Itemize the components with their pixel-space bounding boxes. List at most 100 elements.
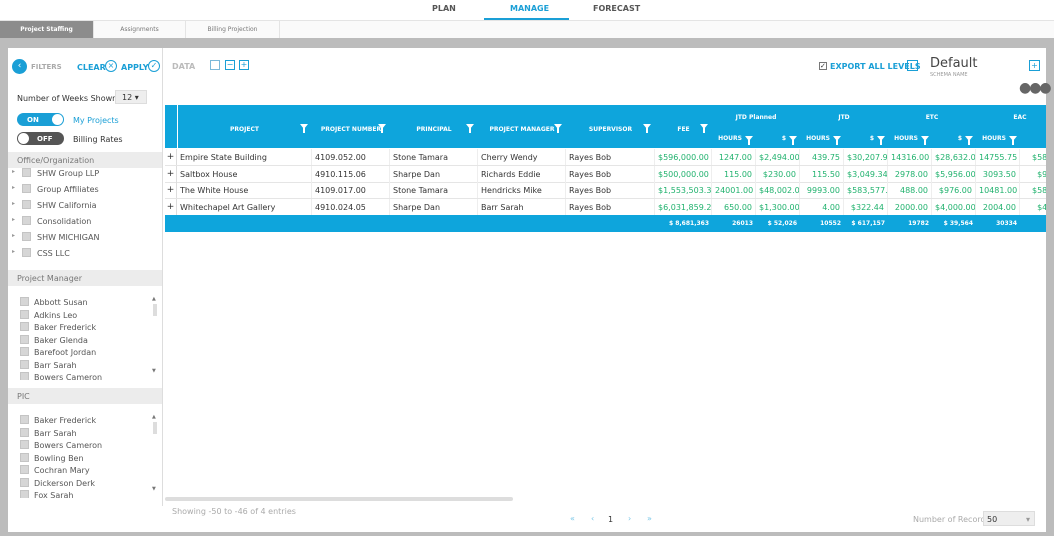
column-header[interactable]: SUPERVISOR (566, 124, 655, 133)
more-menu[interactable]: ●●● (1019, 80, 1052, 96)
table-cell: 3093.50 (976, 165, 1020, 182)
checkbox[interactable] (20, 427, 29, 437)
subtab[interactable]: Billing Projection (186, 21, 280, 38)
expand-arrow[interactable]: ▸ (12, 200, 16, 207)
column-header[interactable]: PROJECT MANAGER (478, 124, 566, 133)
toggle-switch[interactable]: ON (17, 113, 64, 126)
filter-icon[interactable] (643, 124, 651, 133)
clear-button[interactable]: CLEAR (77, 63, 106, 72)
filter-icon[interactable] (1009, 136, 1017, 145)
checkbox[interactable] (22, 184, 31, 193)
collapse-icon[interactable]: − (225, 60, 235, 70)
expand-arrow[interactable]: ▸ (12, 184, 16, 191)
row-expand[interactable]: + (165, 149, 177, 165)
table-cell: $2,494.00 (756, 149, 800, 165)
weeks-select[interactable]: 12 ▾ (115, 90, 147, 104)
back-button[interactable]: ‹ (12, 59, 27, 74)
filter-icon[interactable] (877, 136, 885, 145)
filter-icon[interactable] (378, 124, 386, 133)
subtab[interactable]: Project Staffing (0, 21, 94, 38)
row-expand[interactable]: + (165, 165, 177, 182)
checkbox[interactable] (20, 440, 29, 449)
column-header[interactable]: PRINCIPAL (390, 124, 478, 133)
checkbox[interactable] (22, 248, 31, 257)
save-icon[interactable] (210, 60, 220, 70)
table-cell: 9993.00 (800, 182, 844, 198)
filter-icon[interactable] (700, 124, 708, 133)
checkbox[interactable] (20, 490, 29, 498)
checkbox[interactable] (22, 200, 31, 209)
records-select[interactable]: 50 ▾ (983, 511, 1035, 526)
add-icon[interactable]: + (1029, 60, 1040, 71)
filter-item: Fox Sarah (34, 491, 74, 498)
filter-icon[interactable] (921, 136, 929, 145)
export-icon[interactable] (907, 60, 918, 71)
checkbox[interactable] (20, 359, 29, 369)
group-label: ETC (925, 114, 939, 121)
checkbox[interactable] (20, 309, 29, 319)
toggle-switch[interactable]: OFF (17, 132, 64, 145)
checkbox[interactable] (20, 465, 29, 474)
scroll-down: ▼ (152, 486, 156, 492)
export-checkbox[interactable]: ✓ (819, 62, 827, 70)
current-page[interactable]: 1 (608, 515, 614, 524)
table-cell: 24001.00 (712, 182, 756, 198)
checkbox[interactable] (20, 452, 29, 462)
expand-icon[interactable]: + (239, 60, 249, 70)
expand-arrow[interactable]: ▸ (12, 232, 16, 239)
table-cell: $976.00 (932, 182, 976, 198)
checkbox[interactable] (20, 334, 29, 344)
checkbox[interactable] (22, 168, 31, 177)
apply-button[interactable]: APPLY (121, 63, 149, 72)
expand-arrow[interactable]: ▸ (12, 248, 16, 255)
filter-icon[interactable] (965, 136, 973, 145)
row-expand[interactable]: + (165, 198, 177, 215)
filter-icon[interactable] (466, 124, 474, 133)
checkbox[interactable] (20, 297, 29, 306)
expand-arrow[interactable]: ▸ (12, 168, 16, 175)
first-page[interactable]: « (570, 514, 575, 523)
data-table: PROJECT PROJECT NUMBER PRINCIPAL PROJECT MA… (165, 105, 1046, 235)
total-cell: $ 65 (1020, 220, 1046, 227)
toggle-label: Billing Rates (73, 135, 123, 144)
expand-arrow[interactable]: ▸ (12, 216, 16, 223)
apply-icon[interactable]: ✓ (148, 60, 160, 72)
next-page[interactable]: › (628, 514, 632, 523)
group-header: JTD Planned (712, 112, 800, 121)
filter-icon[interactable] (789, 136, 797, 145)
table-cell: $1,553,503.32 (655, 182, 712, 198)
checkbox[interactable] (20, 477, 29, 487)
table-cell: 650.00 (712, 198, 756, 215)
subtab[interactable]: Assignments (94, 21, 186, 38)
nav-tab[interactable]: MANAGE (510, 4, 550, 13)
table-cell: $5,956.00 (932, 165, 976, 182)
column-header[interactable]: FEE (655, 124, 712, 133)
filter-icon[interactable] (554, 124, 562, 133)
last-page[interactable]: » (647, 514, 652, 523)
column-header[interactable]: PROJECT NUMBER (312, 124, 390, 133)
checkbox[interactable] (20, 372, 29, 380)
schema-name: Default (930, 56, 978, 71)
filter-icon[interactable] (300, 124, 308, 133)
filter-item: SHW Group LLP (37, 169, 100, 178)
checkbox[interactable] (22, 216, 31, 225)
checkbox[interactable] (20, 322, 29, 331)
clear-icon[interactable]: × (105, 60, 117, 72)
checkbox[interactable] (22, 232, 31, 241)
row-expand[interactable]: + (165, 182, 177, 198)
filter-icon[interactable] (745, 136, 753, 145)
filter-item: Barefoot Jordan (34, 348, 97, 357)
table-cell: 1247.00 (712, 149, 756, 165)
table-cell: 4910.115.06 (312, 165, 390, 182)
filter-icon[interactable] (833, 136, 841, 145)
nav-tab[interactable]: FORECAST (593, 4, 641, 13)
table-cell: $30,207.94 (844, 149, 888, 165)
checkbox[interactable] (20, 415, 29, 424)
column-header[interactable]: PROJECT (177, 124, 312, 133)
table-cell: 488.00 (888, 182, 932, 198)
checkbox[interactable] (20, 347, 29, 356)
export-label[interactable]: EXPORT ALL LEVELS (830, 62, 921, 71)
weeks-value: 12 (122, 93, 133, 102)
nav-tab[interactable]: PLAN (432, 4, 456, 13)
prev-page[interactable]: ‹ (591, 514, 595, 523)
